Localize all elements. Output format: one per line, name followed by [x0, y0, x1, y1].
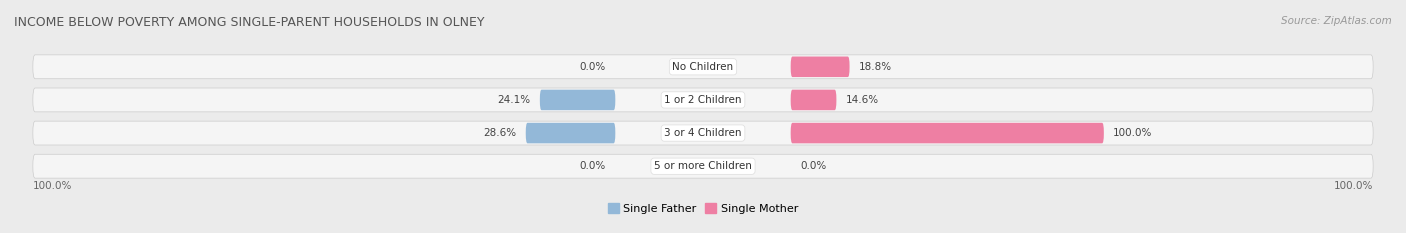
Text: 100.0%: 100.0%	[32, 181, 72, 191]
Text: 100.0%: 100.0%	[1114, 128, 1153, 138]
Text: 28.6%: 28.6%	[484, 128, 516, 138]
Text: 0.0%: 0.0%	[579, 161, 606, 171]
FancyBboxPatch shape	[540, 90, 616, 110]
FancyBboxPatch shape	[32, 154, 1374, 178]
FancyBboxPatch shape	[790, 57, 849, 77]
Text: 14.6%: 14.6%	[846, 95, 879, 105]
Text: 100.0%: 100.0%	[1334, 181, 1374, 191]
FancyBboxPatch shape	[32, 88, 1374, 112]
Text: 3 or 4 Children: 3 or 4 Children	[664, 128, 742, 138]
Text: 24.1%: 24.1%	[498, 95, 530, 105]
FancyBboxPatch shape	[526, 123, 616, 143]
Text: Source: ZipAtlas.com: Source: ZipAtlas.com	[1281, 16, 1392, 26]
FancyBboxPatch shape	[32, 121, 1374, 145]
Text: 18.8%: 18.8%	[859, 62, 891, 72]
FancyBboxPatch shape	[32, 55, 1374, 79]
Text: 0.0%: 0.0%	[579, 62, 606, 72]
Text: 0.0%: 0.0%	[800, 161, 827, 171]
FancyBboxPatch shape	[790, 123, 1104, 143]
Text: 1 or 2 Children: 1 or 2 Children	[664, 95, 742, 105]
FancyBboxPatch shape	[790, 90, 837, 110]
Text: 5 or more Children: 5 or more Children	[654, 161, 752, 171]
Text: No Children: No Children	[672, 62, 734, 72]
Text: INCOME BELOW POVERTY AMONG SINGLE-PARENT HOUSEHOLDS IN OLNEY: INCOME BELOW POVERTY AMONG SINGLE-PARENT…	[14, 16, 485, 29]
Legend: Single Father, Single Mother: Single Father, Single Mother	[603, 199, 803, 218]
